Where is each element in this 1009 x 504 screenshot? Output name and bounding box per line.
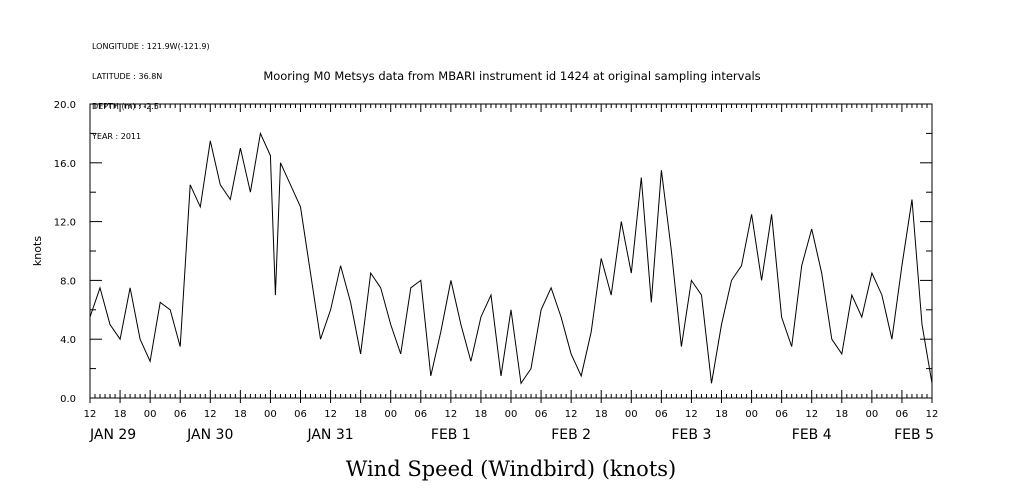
x-hour-tick-label: 00 — [745, 409, 758, 420]
x-hour-tick-label: 12 — [444, 409, 457, 420]
latitude-label: LATITUDE : 36.8N — [92, 72, 163, 81]
x-hour-tick-label: 18 — [475, 409, 488, 420]
x-hour-tick-label: 06 — [775, 409, 788, 420]
x-hour-tick-label: 12 — [204, 409, 217, 420]
x-day-label: FEB 1 — [431, 427, 471, 443]
year-label: YEAR : 2011 — [92, 132, 142, 141]
x-day-label: JAN 29 — [89, 427, 136, 443]
x-hour-tick-label: 00 — [505, 409, 518, 420]
y-tick-label: 16.0 — [54, 159, 76, 170]
x-hour-tick-label: 06 — [535, 409, 548, 420]
x-hour-tick-label: 06 — [174, 409, 187, 420]
y-tick-label: 8.0 — [60, 276, 76, 287]
x-day-label: JAN 30 — [186, 427, 233, 443]
x-hour-tick-label: 00 — [144, 409, 157, 420]
longitude-label: LONGITUDE : 121.9W(-121.9) — [92, 42, 210, 51]
x-hour-tick-label: 18 — [835, 409, 848, 420]
x-day-label: FEB 2 — [551, 427, 591, 443]
x-hour-tick-label: 12 — [926, 409, 939, 420]
x-hour-tick-label: 12 — [805, 409, 818, 420]
x-hour-tick-label: 18 — [114, 409, 127, 420]
x-axis: 12 18 00 06 12 18 00 06 12 18 00 06 12 18 00 06 12 18 00 06… — [84, 104, 939, 443]
y-tick-label: 4.0 — [60, 335, 76, 346]
y-tick-label: 0.0 — [60, 394, 76, 405]
wind-speed-line — [89, 131, 933, 385]
x-hour-tick-label: 00 — [865, 409, 878, 420]
x-day-label: FEB 4 — [792, 427, 832, 443]
y-axis: 0.0 4.0 8.0 12.0 16.0 20.0 — [54, 100, 932, 405]
x-hour-tick-label: 06 — [414, 409, 427, 420]
x-hour-tick-label: 06 — [655, 409, 668, 420]
x-hour-tick-label: 18 — [234, 409, 247, 420]
x-hour-tick-label: 18 — [595, 409, 608, 420]
chart-title: Mooring M0 Metsys data from MBARI instru… — [263, 69, 760, 83]
y-tick-label: 12.0 — [54, 218, 76, 229]
x-hour-tick-label: 06 — [896, 409, 909, 420]
y-tick-label: 20.0 — [54, 100, 76, 111]
x-hour-tick-label: 18 — [715, 409, 728, 420]
x-hour-tick-label: 12 — [685, 409, 698, 420]
x-hour-tick-label: 12 — [84, 409, 97, 420]
x-hour-tick-label: 18 — [354, 409, 367, 420]
series-layer — [89, 131, 933, 385]
x-axis-label: Wind Speed (Windbird) (knots) — [346, 457, 676, 481]
x-day-label: FEB 3 — [671, 427, 711, 443]
x-hour-tick-label: 00 — [625, 409, 638, 420]
y-axis-label: knots — [31, 236, 44, 266]
x-hour-tick-label: 06 — [294, 409, 307, 420]
x-day-label: JAN 31 — [306, 427, 353, 443]
x-day-label: FEB 5 — [894, 427, 934, 443]
x-hour-tick-label: 00 — [384, 409, 397, 420]
x-hour-tick-label: 00 — [264, 409, 277, 420]
x-hour-tick-label: 12 — [324, 409, 337, 420]
x-hour-tick-label: 12 — [565, 409, 578, 420]
